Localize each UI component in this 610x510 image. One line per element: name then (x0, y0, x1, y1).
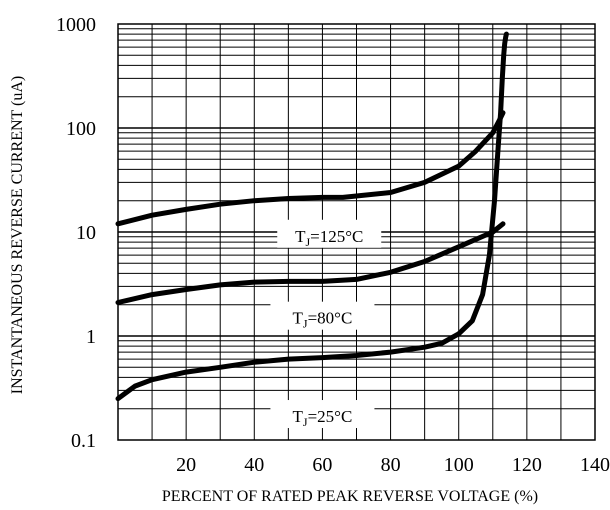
plot-frame (117, 23, 596, 441)
curve-label-background (270, 400, 375, 429)
series-line-2 (115, 31, 509, 402)
y-tick-label: 100 (66, 118, 96, 140)
curve-label-1: TJ=80°C (270, 301, 375, 331)
x-tick-label: 100 (444, 454, 474, 476)
curve-label-background (270, 301, 375, 330)
x-tick-label: 80 (381, 454, 401, 476)
curve-label-text: TJ=25°C (293, 407, 353, 429)
tick-labels: 20 40 60 80 100 120 140 0.1 1 10 100 1000 (56, 14, 610, 476)
y-tick-label: 1000 (56, 14, 96, 36)
y-axis-label: INSTANTANEOUS REVERSE CURRENT (uA) (9, 76, 26, 394)
y-tick-label: 1 (86, 326, 96, 348)
x-axis-label: PERCENT OF RATED PEAK REVERSE VOLTAGE (%… (162, 488, 538, 505)
curve-label-0: TJ=125°C (277, 219, 382, 249)
curve-label-text: TJ=80°C (293, 309, 353, 331)
series-line-0 (115, 110, 506, 227)
x-tick-label: 20 (176, 454, 196, 476)
curve-label-background (277, 219, 382, 248)
x-tick-label: 140 (580, 454, 610, 476)
grid (118, 24, 595, 440)
y-tick-label: 10 (76, 222, 96, 244)
series-line-1 (115, 221, 506, 305)
y-tick-label: 0.1 (71, 430, 96, 452)
curve-label-2: TJ=25°C (270, 400, 375, 429)
x-tick-label: 40 (244, 454, 264, 476)
curve-labels: TJ=125°C TJ=80°C TJ=25°C (270, 219, 382, 429)
x-tick-label: 60 (312, 454, 332, 476)
curve-label-text: TJ=125°C (295, 227, 363, 249)
x-tick-label: 120 (512, 454, 542, 476)
curves (115, 31, 509, 402)
